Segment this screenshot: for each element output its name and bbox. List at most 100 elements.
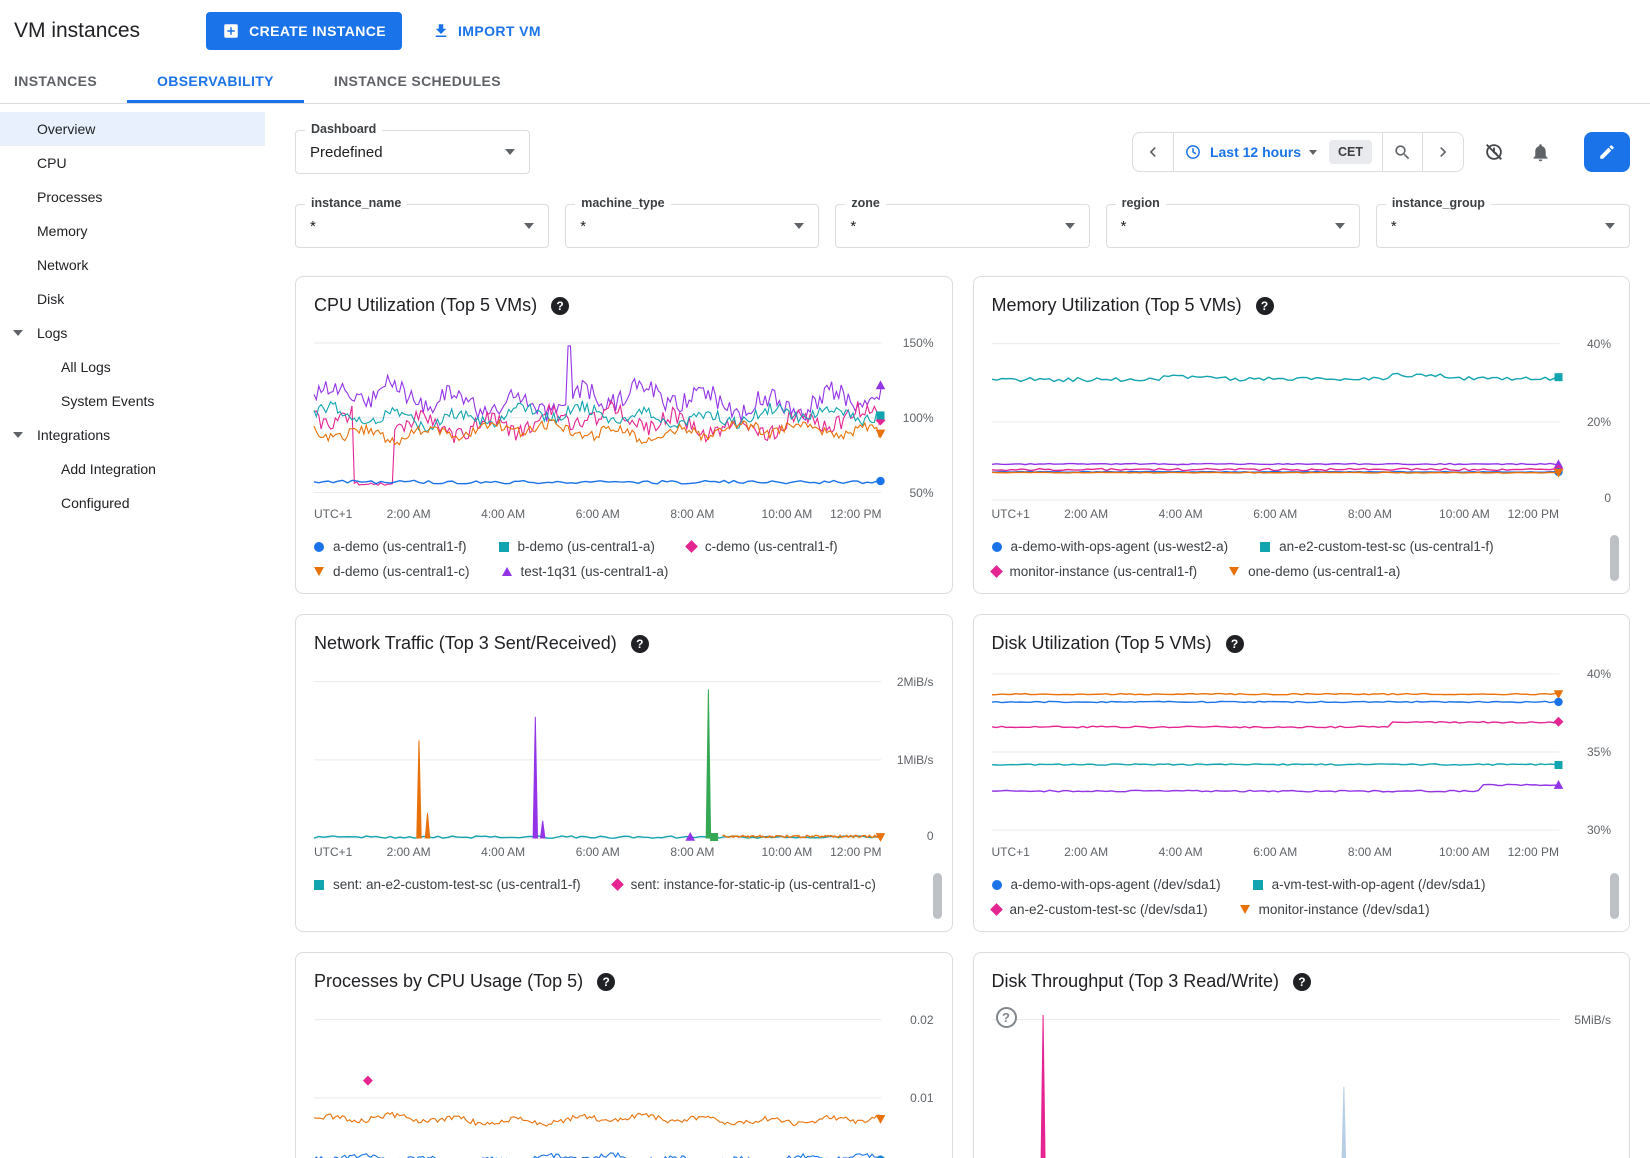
legend-item[interactable]: a-demo (us-central1-f) bbox=[314, 539, 467, 554]
legend-item[interactable]: an-e2-custom-test-sc (/dev/sda1) bbox=[989, 902, 1208, 917]
sidebar-item-overview[interactable]: Overview bbox=[0, 112, 265, 146]
time-range-selector[interactable]: Last 12 hours CET bbox=[1172, 133, 1382, 171]
sidebar-item-system-events[interactable]: System Events bbox=[0, 384, 265, 418]
sidebar-item-configured[interactable]: Configured bbox=[0, 486, 265, 520]
chart-plot[interactable] bbox=[313, 1004, 886, 1158]
triangle-down-marker-icon bbox=[1239, 905, 1250, 914]
legend-item[interactable]: test-1q31 (us-central1-a) bbox=[501, 564, 669, 579]
legend-item[interactable]: a-vm-test-with-op-agent (/dev/sda1) bbox=[1252, 877, 1486, 892]
y-axis-labels: 0 20% 40% bbox=[1559, 328, 1613, 505]
circle-marker-icon bbox=[991, 879, 1002, 890]
x-axis-labels: UTC+1 2:00 AM 4:00 AM 6:00 AM 8:00 AM 10:00 A… bbox=[992, 845, 1560, 860]
tab-instance-schedules[interactable]: INSTANCE SCHEDULES bbox=[333, 73, 501, 89]
sidebar-item-disk[interactable]: Disk bbox=[0, 282, 265, 316]
sidebar-item-label: System Events bbox=[61, 393, 155, 409]
help-icon[interactable]: ? bbox=[630, 634, 649, 653]
chart-plot[interactable] bbox=[991, 666, 1563, 838]
expand-caret-icon[interactable] bbox=[13, 330, 23, 336]
time-forward-button[interactable] bbox=[1422, 133, 1463, 171]
create-instance-button[interactable]: CREATE INSTANCE bbox=[206, 12, 402, 50]
time-range-pill: Last 12 hours CET bbox=[1131, 132, 1464, 172]
sidebar-item-add-integration[interactable]: Add Integration bbox=[0, 452, 265, 486]
filter-value: * bbox=[1120, 217, 1127, 235]
chart-plot[interactable] bbox=[991, 1004, 1560, 1158]
x-tick-label: 2:00 AM bbox=[386, 507, 431, 521]
help-icon[interactable]: ? bbox=[597, 972, 616, 991]
x-tick-label: 10:00 AM bbox=[761, 845, 813, 859]
legend-item[interactable]: b-demo (us-central1-a) bbox=[498, 539, 655, 554]
sidebar-item-cpu[interactable]: CPU bbox=[0, 146, 265, 180]
chart-plot[interactable] bbox=[313, 666, 886, 842]
filter-label: instance_group bbox=[1385, 196, 1491, 210]
help-icon[interactable]: ? bbox=[1225, 634, 1244, 653]
sidebar-item-label: Integrations bbox=[37, 427, 111, 443]
legend-item[interactable]: sent: instance-for-static-ip (us-central… bbox=[610, 877, 876, 892]
x-tick-label: 2:00 AM bbox=[1064, 507, 1109, 521]
sidebar-item-memory[interactable]: Memory bbox=[0, 214, 265, 248]
edit-dashboard-button[interactable] bbox=[1584, 132, 1630, 172]
chart-plot[interactable] bbox=[991, 328, 1563, 501]
filter-instance_group[interactable]: instance_group * bbox=[1375, 196, 1631, 248]
legend-item[interactable]: monitor-instance (/dev/sda1) bbox=[1239, 902, 1430, 917]
dashboard-select[interactable]: Dashboard Predefined bbox=[295, 122, 530, 174]
legend-item[interactable]: monitor-instance (us-central1-f) bbox=[989, 564, 1197, 579]
legend-item[interactable]: d-demo (us-central1-c) bbox=[314, 564, 470, 579]
legend-item[interactable]: c-demo (us-central1-f) bbox=[684, 539, 838, 554]
y-tick-label: 150% bbox=[902, 335, 934, 350]
legend-item[interactable]: a-demo-with-ops-agent (us-west2-a) bbox=[991, 539, 1228, 554]
auto-refresh-off-button[interactable] bbox=[1477, 135, 1511, 169]
legend-scrollbar[interactable] bbox=[932, 873, 942, 919]
legend-label: one-demo (us-central1-a) bbox=[1248, 564, 1401, 579]
help-icon[interactable]: ? bbox=[1292, 972, 1311, 991]
chart-plot[interactable] bbox=[313, 328, 886, 500]
help-icon[interactable]: ? bbox=[551, 296, 570, 315]
zoom-button[interactable] bbox=[1382, 133, 1422, 171]
legend-scrollbar[interactable] bbox=[1610, 873, 1619, 919]
triangle-up-marker-icon bbox=[501, 567, 512, 576]
square-marker-icon bbox=[498, 541, 509, 552]
legend-item[interactable]: an-e2-custom-test-sc (us-central1-f) bbox=[1260, 539, 1494, 554]
triangle-down-marker-icon bbox=[314, 567, 324, 576]
help-outline-icon[interactable]: ? bbox=[995, 1007, 1017, 1028]
legend-item[interactable]: one-demo (us-central1-a) bbox=[1229, 564, 1400, 579]
alerts-button[interactable] bbox=[1524, 136, 1557, 169]
legend-label: b-demo (us-central1-a) bbox=[517, 539, 655, 554]
auto-refresh-off-icon bbox=[1486, 144, 1502, 160]
legend-label: a-demo-with-ops-agent (/dev/sda1) bbox=[1010, 877, 1221, 892]
expand-caret-icon[interactable] bbox=[13, 432, 23, 438]
chart-card-network-traffic: Network Traffic (Top 3 Sent/Received) ? … bbox=[295, 614, 953, 932]
y-tick-label: 0 bbox=[926, 829, 934, 843]
x-tick-label: 10:00 AM bbox=[1439, 507, 1490, 521]
time-back-button[interactable] bbox=[1133, 133, 1173, 171]
y-tick-label: 40% bbox=[1586, 666, 1611, 681]
import-vm-button[interactable]: IMPORT VM bbox=[432, 22, 541, 40]
filter-zone[interactable]: zone * bbox=[835, 196, 1090, 248]
x-axis-labels: UTC+1 2:00 AM 4:00 AM 6:00 AM 8:00 AM 10:00 A… bbox=[992, 507, 1560, 522]
legend-item[interactable]: a-demo-with-ops-agent (/dev/sda1) bbox=[991, 877, 1221, 892]
timezone-chip[interactable]: CET bbox=[1329, 140, 1372, 164]
filter-machine_type[interactable]: machine_type * bbox=[565, 196, 820, 248]
legend-scrollbar[interactable] bbox=[1610, 535, 1619, 581]
sidebar-item-label: Memory bbox=[37, 223, 88, 239]
help-icon[interactable]: ? bbox=[1255, 296, 1274, 315]
sidebar-item-logs[interactable]: Logs bbox=[0, 316, 265, 350]
diamond-marker-icon bbox=[989, 903, 1003, 916]
filter-instance_name[interactable]: instance_name * bbox=[295, 196, 550, 248]
square-marker-icon bbox=[314, 879, 324, 890]
sidebar-item-network[interactable]: Network bbox=[0, 248, 265, 282]
chevron-down-icon bbox=[1605, 223, 1616, 229]
sidebar-item-label: All Logs bbox=[61, 359, 111, 375]
x-tick-label: 4:00 AM bbox=[481, 845, 526, 859]
tab-observability[interactable]: OBSERVABILITY bbox=[127, 62, 304, 103]
sidebar-item-all-logs[interactable]: All Logs bbox=[0, 350, 265, 384]
y-tick-label: 100% bbox=[902, 410, 934, 425]
sidebar-item-integrations[interactable]: Integrations bbox=[0, 418, 265, 452]
legend-label: test-1q31 (us-central1-a) bbox=[520, 564, 669, 579]
y-tick-label: 1MiB/s bbox=[896, 752, 934, 767]
sidebar-item-processes[interactable]: Processes bbox=[0, 180, 265, 214]
legend-item[interactable]: sent: an-e2-custom-test-sc (us-central1-… bbox=[314, 877, 581, 892]
tab-instances[interactable]: INSTANCES bbox=[14, 73, 98, 89]
legend-label: a-vm-test-with-op-agent (/dev/sda1) bbox=[1271, 877, 1486, 892]
y-tick-label: 30% bbox=[1586, 823, 1611, 838]
filter-region[interactable]: region * bbox=[1105, 196, 1360, 248]
